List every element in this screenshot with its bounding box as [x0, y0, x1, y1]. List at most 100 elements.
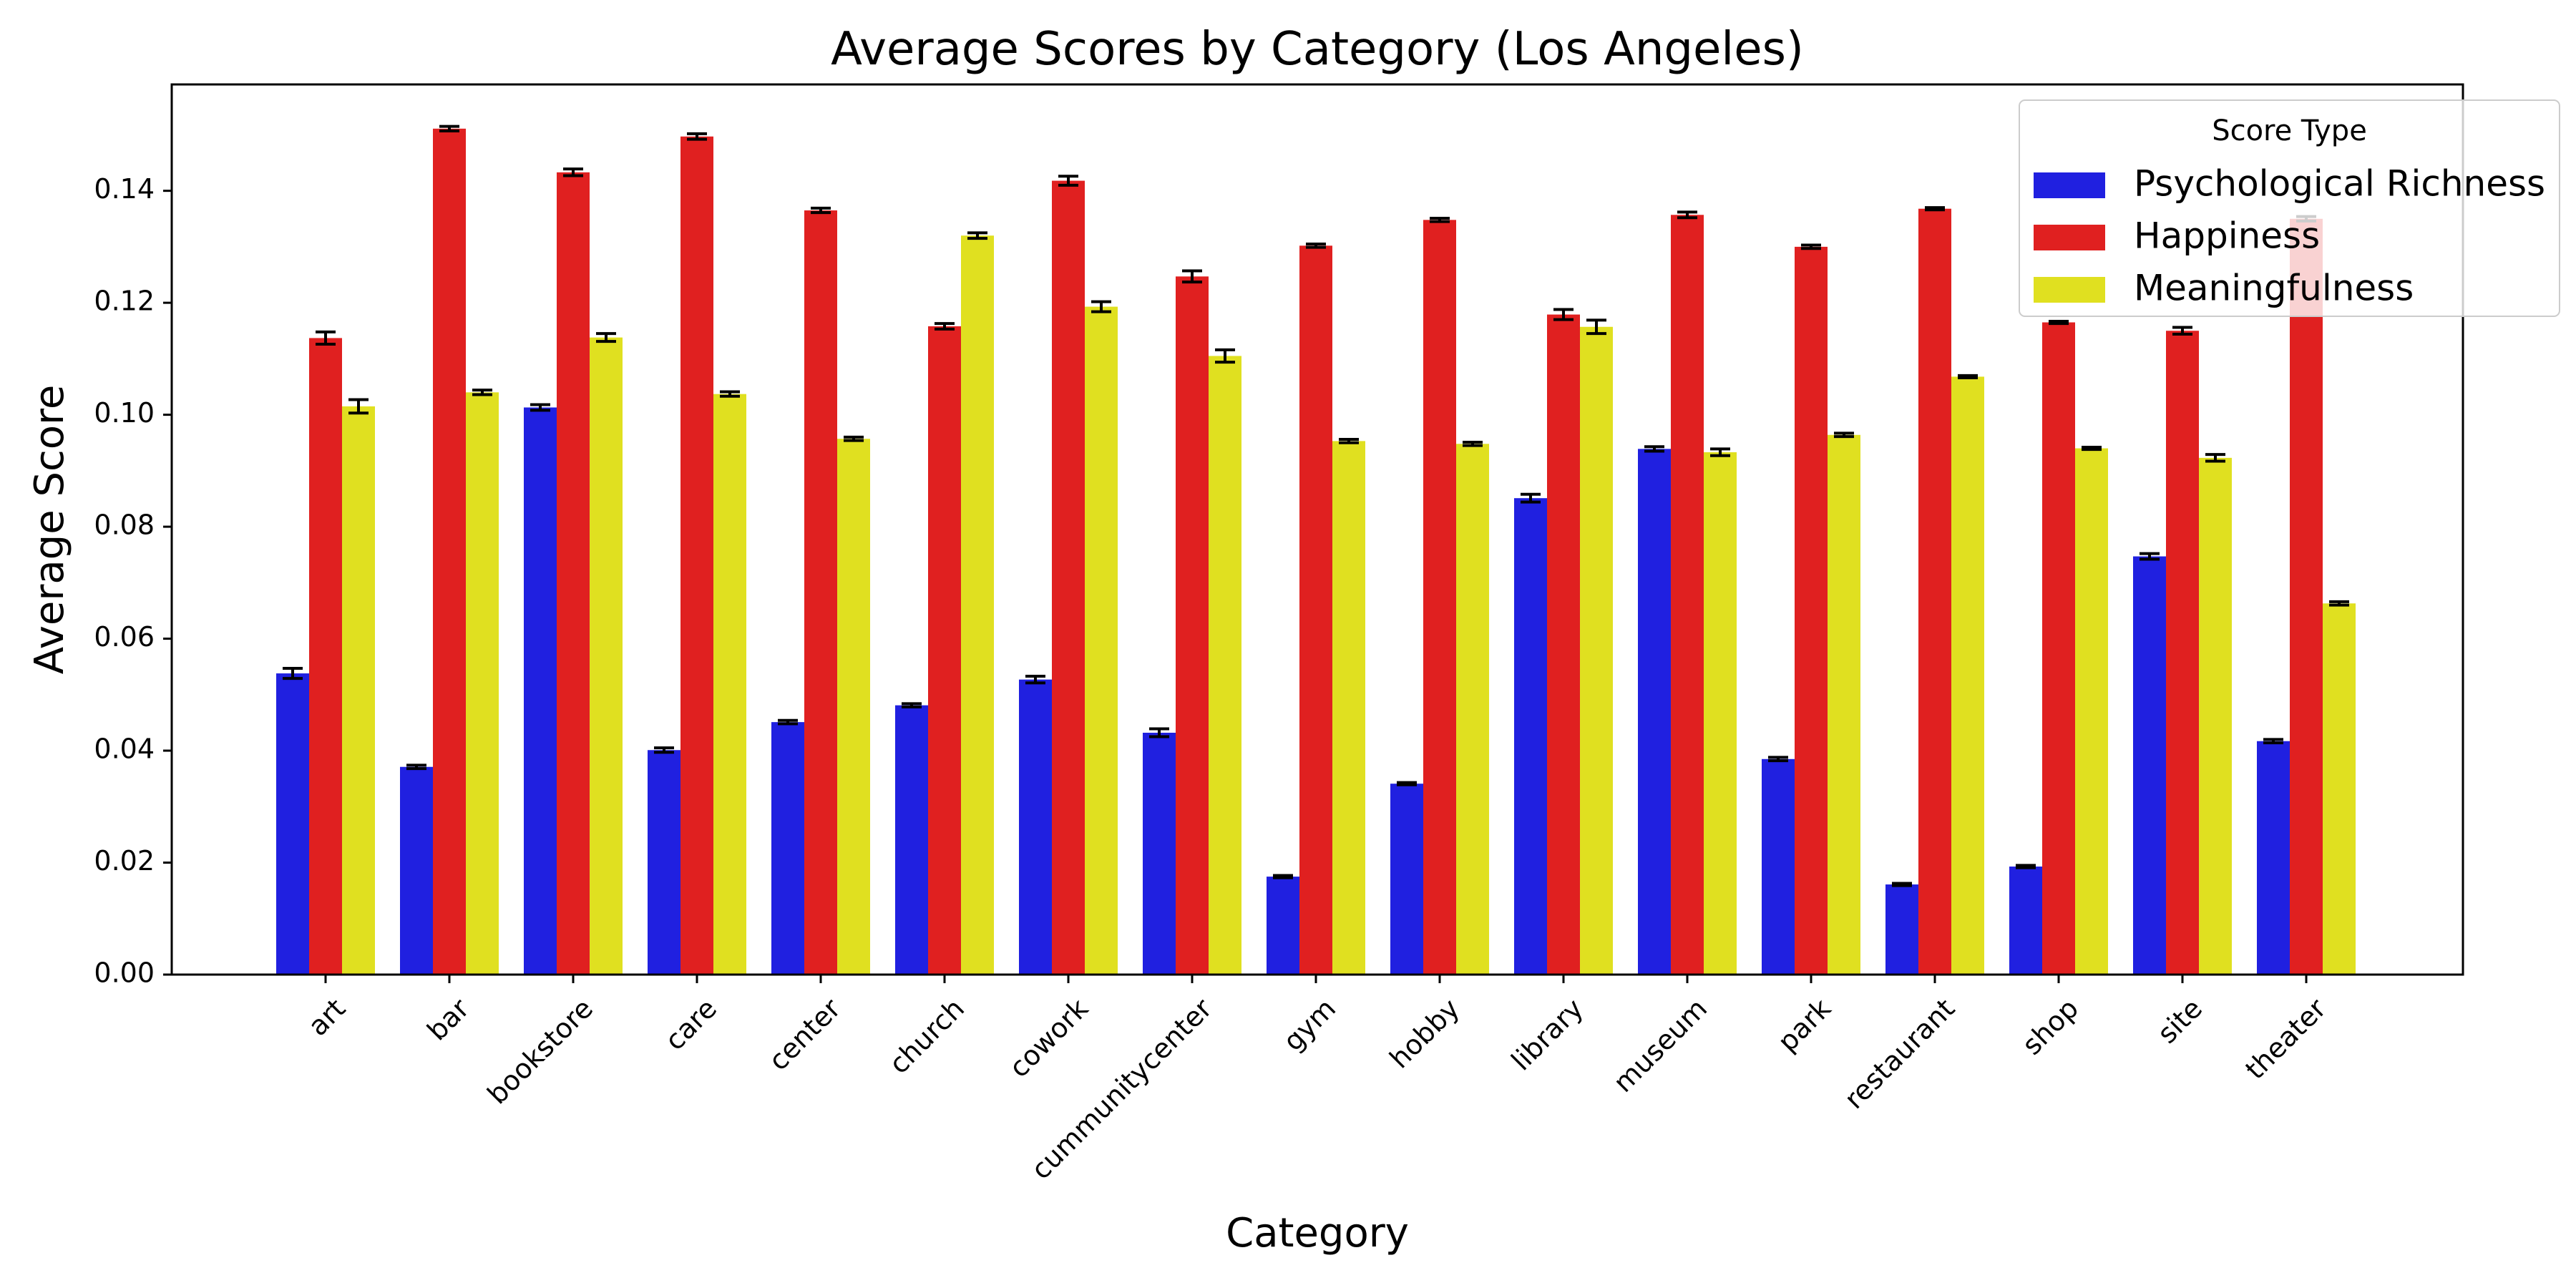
legend-swatch	[2034, 277, 2105, 303]
legend-items: Psychological Richness Happiness Meaningfu…	[2034, 163, 2545, 309]
error-bar-museum-psychological-richness	[1644, 445, 1664, 453]
bar-art-happiness	[309, 338, 342, 975]
y-tick-label: 0.10	[94, 397, 155, 429]
bar-hobby-meaningfulness	[1456, 444, 1489, 975]
bar-gym-meaningfulness	[1332, 441, 1365, 975]
y-tick-label: 0.14	[94, 173, 155, 205]
error-bar-library-happiness	[1553, 308, 1574, 321]
error-bar-church-meaningfulness	[967, 231, 987, 240]
bar-cowork-meaningfulness	[1085, 306, 1118, 975]
error-bar-cummunitycenter-meaningfulness	[1215, 348, 1235, 364]
error-bar-library-meaningfulness	[1586, 318, 1606, 336]
error-bar-cowork-happiness	[1058, 175, 1078, 187]
bar-restaurant-psychological-richness	[1885, 884, 1918, 975]
errorbars-layer	[283, 125, 2349, 887]
error-bar-theater-psychological-richness	[2263, 738, 2283, 745]
bar-church-meaningfulness	[961, 235, 994, 975]
bar-site-meaningfulness	[2199, 457, 2232, 975]
y-tick-label: 0.06	[94, 621, 155, 653]
legend-swatch	[2034, 225, 2105, 250]
error-bar-shop-psychological-richness	[2016, 864, 2036, 869]
error-bar-bookstore-happiness	[563, 167, 583, 177]
error-bar-bar-happiness	[439, 125, 459, 132]
error-bar-cowork-psychological-richness	[1025, 674, 1045, 685]
bar-restaurant-happiness	[1918, 208, 1951, 975]
legend-label: Happiness	[2134, 215, 2320, 257]
error-bar-shop-happiness	[2049, 319, 2069, 326]
error-bar-restaurant-psychological-richness	[1892, 882, 1912, 887]
bars-layer	[276, 128, 2356, 975]
legend-title: Score Type	[2212, 114, 2367, 147]
error-bar-bookstore-meaningfulness	[596, 332, 616, 343]
bar-hobby-happiness	[1423, 220, 1456, 975]
bar-bookstore-psychological-richness	[524, 407, 557, 975]
bar-care-meaningfulness	[713, 394, 746, 975]
bar-museum-psychological-richness	[1638, 449, 1671, 975]
x-axis-label: Category	[1226, 1210, 1409, 1257]
y-tick-label: 0.12	[94, 286, 155, 317]
bar-park-psychological-richness	[1762, 758, 1795, 975]
y-axis-label: Average Score	[26, 385, 73, 675]
bar-cummunitycenter-meaningfulness	[1209, 356, 1241, 975]
bar-church-happiness	[928, 326, 961, 975]
error-bar-hobby-meaningfulness	[1463, 440, 1483, 447]
bar-library-meaningfulness	[1580, 326, 1613, 975]
bar-care-happiness	[680, 136, 713, 975]
error-bar-art-psychological-richness	[283, 667, 303, 680]
bar-cummunitycenter-happiness	[1176, 276, 1209, 975]
bar-library-happiness	[1547, 314, 1580, 975]
error-bar-museum-meaningfulness	[1710, 447, 1730, 457]
bar-park-meaningfulness	[1828, 434, 1860, 975]
error-bar-gym-meaningfulness	[1339, 438, 1359, 444]
legend-box	[2019, 99, 2560, 317]
bar-church-psychological-richness	[895, 705, 928, 975]
error-bar-site-psychological-richness	[2140, 552, 2160, 561]
bar-bar-meaningfulness	[466, 392, 499, 975]
bar-center-psychological-richness	[771, 722, 804, 975]
legend-item-meaningfulness: Meaningfulness	[2034, 268, 2414, 309]
y-tick-label: 0.08	[94, 509, 155, 541]
error-bar-gym-happiness	[1306, 242, 1326, 249]
bar-shop-happiness	[2042, 322, 2075, 975]
error-bar-park-happiness	[1801, 243, 1821, 250]
bar-restaurant-meaningfulness	[1951, 376, 1984, 975]
error-bar-bookstore-psychological-richness	[530, 403, 550, 412]
error-bar-bar-psychological-richness	[406, 763, 426, 771]
legend-item-psychological-richness: Psychological Richness	[2034, 163, 2545, 205]
bar-shop-meaningfulness	[2075, 448, 2108, 975]
bar-park-happiness	[1795, 246, 1828, 975]
bar-gym-happiness	[1299, 245, 1332, 975]
bar-theater-psychological-richness	[2257, 741, 2290, 975]
error-bar-theater-meaningfulness	[2329, 600, 2349, 607]
error-bar-gym-psychological-richness	[1273, 874, 1293, 879]
error-bar-cummunitycenter-psychological-richness	[1149, 727, 1169, 738]
bar-bar-happiness	[433, 128, 466, 975]
error-bar-site-meaningfulness	[2205, 453, 2225, 463]
bar-center-meaningfulness	[837, 439, 870, 975]
error-bar-museum-happiness	[1677, 210, 1697, 220]
chart-title: Average Scores by Category (Los Angeles)	[831, 23, 1804, 76]
y-tick-label: 0.02	[94, 845, 155, 877]
y-tick-label: 0.00	[94, 957, 155, 989]
error-bar-park-meaningfulness	[1834, 431, 1854, 439]
bar-museum-meaningfulness	[1704, 452, 1737, 975]
error-bar-library-psychological-richness	[1521, 492, 1541, 504]
error-bar-center-happiness	[811, 206, 831, 215]
bar-theater-meaningfulness	[2323, 603, 2356, 975]
bar-cowork-psychological-richness	[1019, 679, 1052, 975]
error-bar-shop-meaningfulness	[2082, 445, 2102, 452]
error-bar-center-meaningfulness	[844, 435, 864, 442]
bar-site-psychological-richness	[2133, 556, 2166, 975]
error-bar-care-meaningfulness	[720, 390, 740, 398]
error-bar-bar-meaningfulness	[472, 389, 492, 396]
error-bar-restaurant-meaningfulness	[1958, 374, 1978, 379]
error-bar-art-meaningfulness	[348, 398, 369, 415]
error-bar-hobby-happiness	[1430, 216, 1450, 223]
y-tick-label: 0.04	[94, 733, 155, 765]
legend-item-happiness: Happiness	[2034, 215, 2320, 257]
bar-cowork-happiness	[1052, 180, 1085, 975]
error-bar-center-psychological-richness	[778, 718, 798, 726]
error-bar-site-happiness	[2172, 326, 2192, 336]
plot-frame	[170, 83, 2464, 976]
error-bar-church-happiness	[935, 322, 955, 331]
